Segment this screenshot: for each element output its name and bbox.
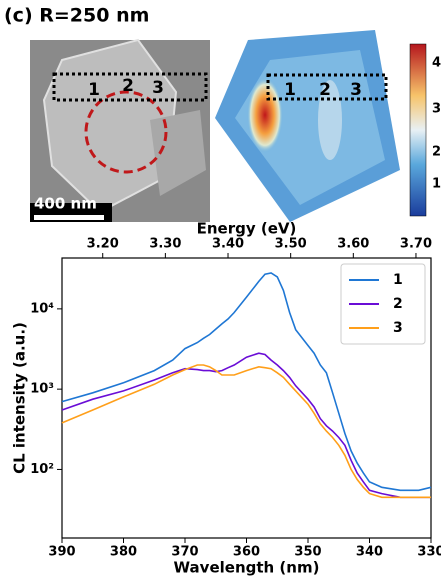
data-line [61, 364, 431, 499]
x-tick-label: 360 [233, 545, 260, 560]
marker: 3 [152, 78, 164, 98]
x-tick-label: 380 [110, 545, 137, 560]
panel-title: (c) R=250 nm [4, 5, 149, 27]
colorbar-tick-label: 20 [432, 145, 441, 160]
x2-tick-label: 3.30 [149, 237, 181, 252]
y-tick-label: 10⁴ [30, 301, 54, 316]
legend-box [340, 263, 426, 345]
x2-tick-label: 3.60 [337, 237, 369, 252]
x-axis-label: Wavelength (nm) [174, 559, 320, 577]
marker: 2 [319, 80, 331, 100]
data-line [61, 272, 432, 492]
marker: 1 [284, 80, 296, 100]
marker: 1 [88, 80, 100, 100]
colorbar-tick-label: 4 [432, 56, 441, 71]
y-tick-label: 10² [30, 462, 54, 477]
scale-bar-label: 400 nm [34, 195, 97, 213]
x2-tick-label: 3.20 [87, 237, 119, 252]
sem-image: 1 2 3 400 nm [30, 38, 210, 222]
marker: 2 [122, 76, 134, 96]
y-tick-label: 10³ [30, 382, 54, 397]
colorbar-tick-label: 3 [432, 102, 441, 117]
legend-label: 1 [393, 272, 403, 288]
x2-tick-label: 3.70 [400, 237, 432, 252]
x-tick-label: 330 [417, 545, 441, 560]
x-tick-label: 340 [356, 545, 383, 560]
marker: 3 [350, 80, 362, 100]
x-tick-label: 370 [171, 545, 198, 560]
y-axis-label: CL intensity (a.u.) [11, 322, 29, 474]
x2-tick-label: 3.40 [212, 237, 244, 252]
plot: 390 380 370 360 350 340 330 3.20 3.30 3.40 3.50 3.6… [11, 220, 441, 577]
x-tick-label: 350 [294, 545, 321, 560]
cl-map: 1 2 3 [215, 30, 400, 222]
legend-label: 3 [393, 320, 403, 336]
data-line [61, 352, 431, 499]
colorbar: 4 3 20 10 [409, 43, 441, 217]
x2-tick-label: 3.50 [275, 237, 307, 252]
colorbar-tick-label: 10 [432, 177, 441, 192]
x-tick-label: 390 [48, 545, 75, 560]
legend-label: 2 [393, 296, 403, 312]
x2-axis-label: Energy (eV) [197, 220, 297, 238]
